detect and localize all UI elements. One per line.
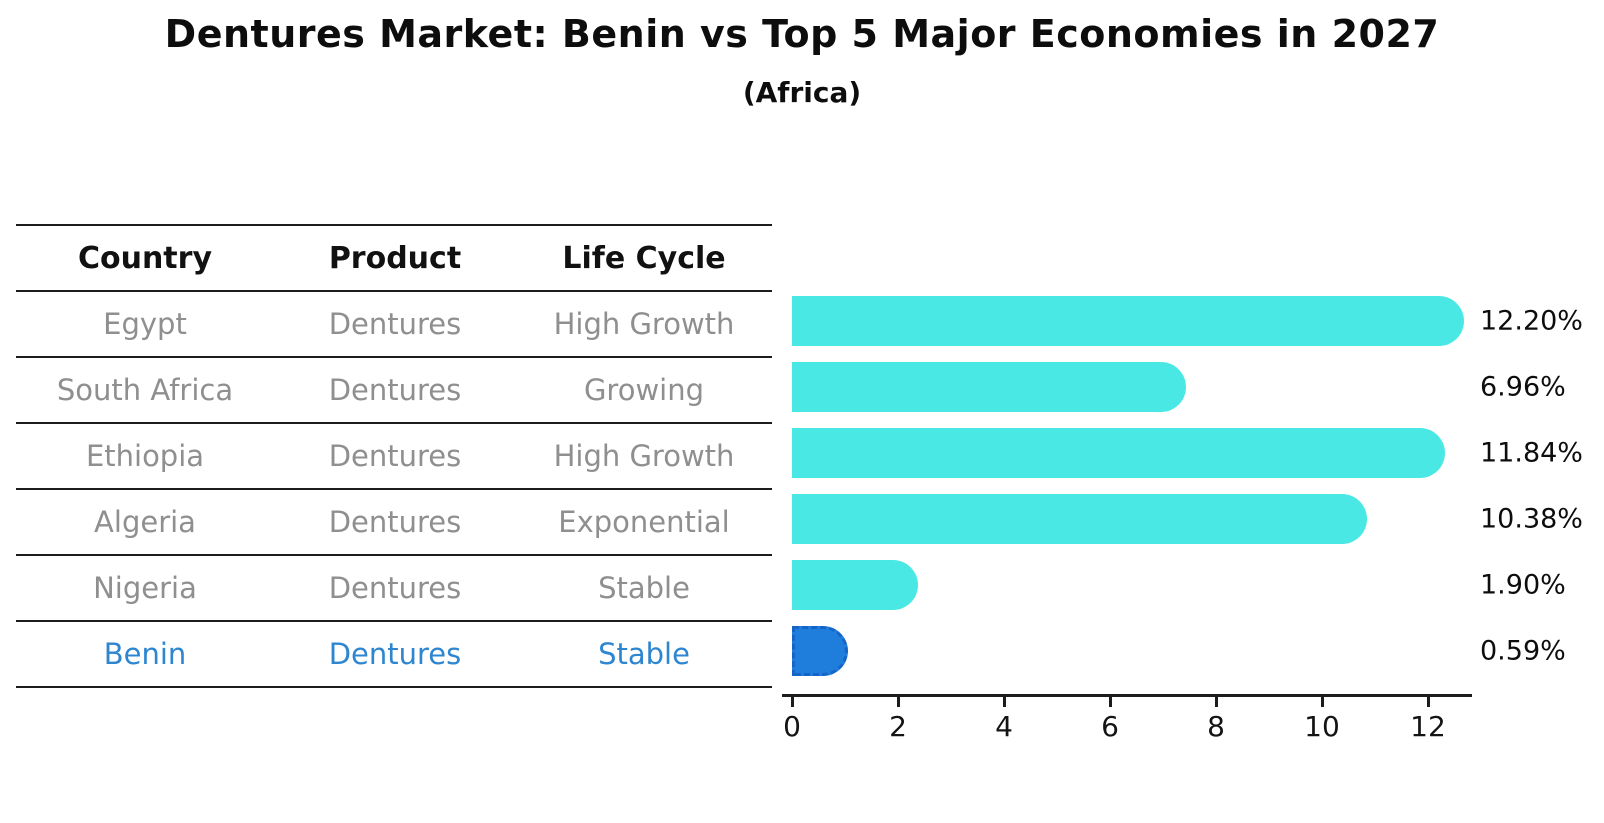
x-tick: [897, 697, 900, 707]
table-row: Algeria Dentures Exponential: [16, 490, 772, 556]
table-row: Nigeria Dentures Stable: [16, 556, 772, 622]
life-cycle-cell: High Growth: [553, 307, 735, 341]
bar: [792, 362, 1186, 412]
bar-row: 0.59%: [792, 618, 1604, 684]
column-header-country: Country: [77, 240, 213, 276]
life-cycle-cell: High Growth: [553, 439, 735, 473]
chart-subtitle: (Africa): [742, 76, 862, 109]
x-tick: [1321, 697, 1324, 707]
x-tick: [791, 697, 794, 707]
value-label: 1.90%: [1480, 569, 1566, 601]
product-cell: Dentures: [328, 439, 462, 473]
life-cycle-cell: Stable: [598, 571, 690, 605]
x-axis-line: [782, 694, 1472, 697]
country-cell: Algeria: [94, 505, 196, 539]
x-tick: [1427, 697, 1430, 707]
chart-title: Dentures Market: Benin vs Top 5 Major Ec…: [164, 12, 1440, 56]
column-header-product: Product: [328, 240, 462, 276]
life-cycle-cell: Exponential: [558, 505, 730, 539]
column-header-life-cycle: Life Cycle: [562, 240, 726, 276]
table-row: Ethiopia Dentures High Growth: [16, 424, 772, 490]
bar-row: 1.90%: [792, 552, 1604, 618]
x-tick-label: 8: [1207, 710, 1225, 743]
bar-row: 6.96%: [792, 354, 1604, 420]
bar-row: 12.20%: [792, 288, 1604, 354]
product-cell: Dentures: [328, 637, 462, 671]
table-row: Benin Dentures Stable: [16, 622, 772, 688]
value-label: 12.20%: [1480, 305, 1583, 337]
x-tick: [1215, 697, 1218, 707]
bar-plot: 12.20% 6.96% 11.84% 10.38% 1.90% 0.59%: [792, 288, 1604, 684]
x-tick-label: 4: [995, 710, 1013, 743]
country-cell: Ethiopia: [85, 439, 205, 473]
product-cell: Dentures: [328, 373, 462, 407]
life-cycle-cell: Stable: [598, 637, 690, 671]
x-axis: 0 2 4 6 8 10 12: [782, 694, 1472, 754]
country-cell: South Africa: [56, 373, 234, 407]
table-row: South Africa Dentures Growing: [16, 358, 772, 424]
bar: [792, 428, 1445, 478]
x-tick-label: 2: [889, 710, 907, 743]
bar: [792, 626, 849, 676]
x-tick-label: 12: [1410, 710, 1446, 743]
value-label: 0.59%: [1480, 635, 1566, 667]
value-label: 10.38%: [1480, 503, 1583, 535]
country-table: Country Product Life Cycle Egypt Denture…: [16, 224, 772, 688]
x-tick: [1109, 697, 1112, 707]
bar-row: 11.84%: [792, 420, 1604, 486]
country-cell: Nigeria: [93, 571, 197, 605]
x-tick-label: 6: [1101, 710, 1119, 743]
table-row: Egypt Dentures High Growth: [16, 292, 772, 358]
x-tick: [1003, 697, 1006, 707]
bar: [792, 296, 1464, 346]
bar: [792, 494, 1368, 544]
product-cell: Dentures: [328, 571, 462, 605]
country-cell: Egypt: [103, 307, 187, 341]
bar-row: 10.38%: [792, 486, 1604, 552]
table-header-row: Country Product Life Cycle: [16, 226, 772, 292]
country-cell: Benin: [103, 637, 187, 671]
product-cell: Dentures: [328, 307, 462, 341]
value-label: 11.84%: [1480, 437, 1583, 469]
product-cell: Dentures: [328, 505, 462, 539]
x-tick-label: 0: [783, 710, 801, 743]
bar: [792, 560, 918, 610]
life-cycle-cell: Growing: [583, 373, 705, 407]
value-label: 6.96%: [1480, 371, 1566, 403]
x-tick-label: 10: [1304, 710, 1340, 743]
